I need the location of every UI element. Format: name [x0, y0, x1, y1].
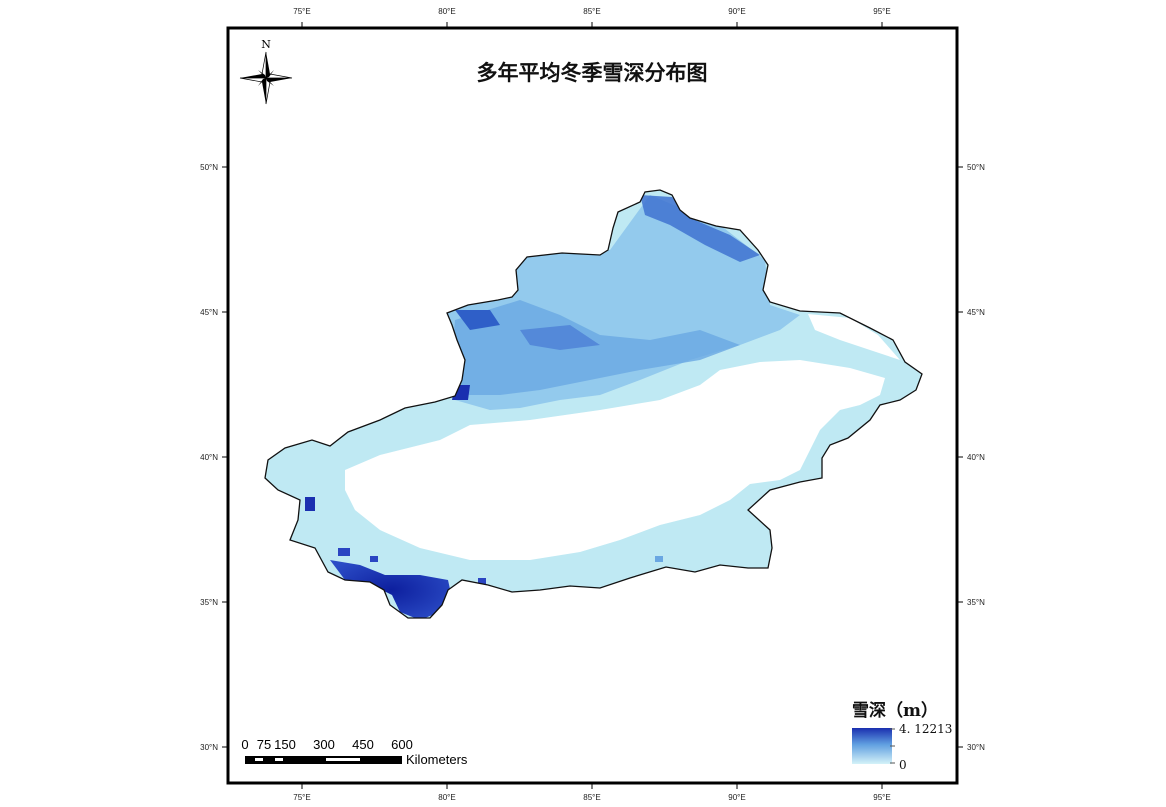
lon-tick-95-top: 95°E: [873, 7, 890, 16]
lon-tick-75-bottom: 75°E: [293, 793, 310, 802]
scale-label-450: 450: [352, 737, 374, 752]
lat-tick-40-right: 40°N: [967, 453, 985, 462]
lat-tick-30-right: 30°N: [967, 743, 985, 752]
lat-tick-50-right: 50°N: [967, 163, 985, 172]
legend-title: 雪深（m）: [852, 700, 938, 721]
legend-min-label: 0: [899, 758, 907, 772]
lat-tick-45-left: 45°N: [200, 308, 218, 317]
north-arrow-icon: N: [239, 38, 293, 105]
lon-tick-85-top: 85°E: [583, 7, 600, 16]
lat-ticks-right: 50°N 45°N 40°N 35°N 30°N: [957, 163, 985, 752]
lat-tick-35-right: 35°N: [967, 598, 985, 607]
legend: 雪深（m） 4. 12213 0: [852, 700, 952, 772]
lon-tick-80-top: 80°E: [438, 7, 455, 16]
xinjiang-boundary: [264, 189, 923, 619]
lat-tick-50-left: 50°N: [200, 163, 218, 172]
scale-label-75: 75: [257, 737, 271, 752]
legend-color-ramp: [852, 728, 892, 764]
scale-bar: 0 75 150 300 450 600 Kilometers: [241, 737, 468, 767]
scale-label-0: 0: [241, 737, 248, 752]
legend-max-label: 4. 12213: [899, 722, 952, 736]
lat-tick-35-left: 35°N: [200, 598, 218, 607]
lon-tick-85-bottom: 85°E: [583, 793, 600, 802]
lon-ticks-top: 75°E 80°E 85°E 90°E 95°E: [293, 7, 891, 28]
scale-label-150: 150: [274, 737, 296, 752]
lon-tick-80-bottom: 80°E: [438, 793, 455, 802]
lat-tick-40-left: 40°N: [200, 453, 218, 462]
scale-label-300: 300: [313, 737, 335, 752]
lat-tick-45-right: 45°N: [967, 308, 985, 317]
lon-ticks-bottom: 75°E 80°E 85°E 90°E 95°E: [293, 783, 891, 802]
lon-tick-90-bottom: 90°E: [728, 793, 745, 802]
lat-tick-30-left: 30°N: [200, 743, 218, 752]
map-title: 多年平均冬季雪深分布图: [477, 60, 708, 85]
scale-label-600: 600: [391, 737, 413, 752]
lon-tick-95-bottom: 95°E: [873, 793, 890, 802]
scale-unit: Kilometers: [406, 752, 468, 767]
lon-tick-75-top: 75°E: [293, 7, 310, 16]
lon-tick-90-top: 90°E: [728, 7, 745, 16]
lat-ticks-left: 50°N 45°N 40°N 35°N 30°N: [200, 163, 228, 752]
north-label: N: [261, 38, 271, 51]
